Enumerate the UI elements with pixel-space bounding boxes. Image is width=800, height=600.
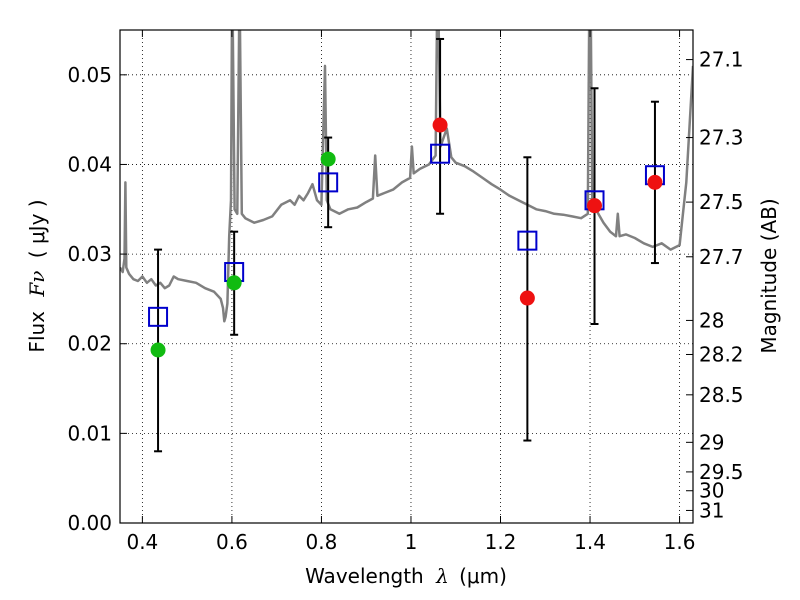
y2-tick-label: 28.2	[699, 342, 744, 366]
model-photometry-square	[430, 143, 451, 164]
y2-tick-label: 28.5	[699, 383, 744, 407]
y2-tick-label: 31	[699, 498, 724, 522]
x-tick-label: 1.2	[485, 530, 517, 554]
y-axis-label-prefix: Flux	[25, 311, 49, 353]
observed-optical-point	[320, 151, 336, 167]
y2-tick-label: 28	[699, 308, 724, 332]
y2-tick-label: 29.5	[699, 460, 744, 484]
y-axis-label-unit: ( μJy )	[25, 199, 49, 258]
y-tick-label: 0.01	[67, 421, 112, 445]
x-axis-label-prefix: Wavelength	[305, 564, 424, 588]
y2-tick-label: 30	[699, 479, 724, 503]
model-spectrum-line	[120, 30, 693, 323]
y-tick-label: 0.05	[67, 63, 112, 87]
plot-background	[120, 30, 693, 523]
y2-tick-label: 27.5	[699, 190, 744, 214]
x-axis-label-symbol: λ	[435, 564, 449, 588]
ticks	[120, 30, 693, 524]
spectrum-layer	[120, 30, 693, 323]
y2-axis-label: Magnitude (AB)	[757, 198, 781, 353]
x-axis-label-unit: (μm)	[459, 564, 507, 588]
y-axis-label: Flux Fν ( μJy )	[25, 199, 49, 352]
x-tick-label: 1	[405, 530, 418, 554]
observed-optical-point	[226, 275, 242, 291]
y-tick-label: 0.03	[67, 242, 112, 266]
y2-tick-label: 27.7	[699, 245, 744, 269]
x-tick-label: 1.6	[664, 530, 696, 554]
x-tick-label: 0.6	[216, 530, 248, 554]
model-photometry-square	[318, 172, 339, 193]
y-tick-label: 0.00	[67, 511, 112, 535]
y-tick-label: 0.02	[67, 332, 112, 356]
y2-tick-label: 27.3	[699, 126, 744, 150]
observed-points-layer	[150, 117, 663, 358]
x-tick-label: 0.4	[126, 530, 158, 554]
y-tick-labels: 0.00 0.01 0.02 0.03 0.04 0.05	[67, 63, 112, 535]
observed-nir-point	[647, 174, 663, 190]
x-axis-label: Wavelength λ (μm)	[305, 564, 507, 588]
x-tick-labels: 0.4 0.6 0.8 1 1.2 1.4 1.6	[126, 530, 695, 554]
observed-nir-point	[587, 198, 603, 214]
observed-nir-point	[432, 117, 448, 133]
x-tick-label: 0.8	[306, 530, 338, 554]
y2-tick-label: 29	[699, 430, 724, 454]
observed-nir-point	[519, 290, 535, 306]
y-axis-label-symbol: Fν	[25, 271, 49, 298]
y2-tick-label: 27.1	[699, 48, 744, 72]
model-photometry-square	[517, 230, 538, 251]
y-tick-label: 0.04	[67, 152, 112, 176]
x-tick-label: 1.4	[574, 530, 606, 554]
observed-optical-point	[150, 342, 166, 358]
plot-frame	[119, 29, 694, 524]
model-photometry-square	[148, 306, 169, 327]
